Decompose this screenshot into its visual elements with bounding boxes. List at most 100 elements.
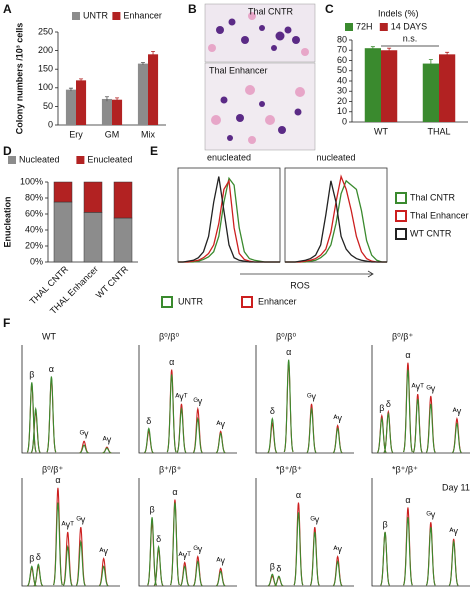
micrograph: B Thal CNTR Thal Enhancer — [188, 2, 316, 151]
bar — [101, 98, 112, 125]
plot-title: β⁰/β⁺ — [392, 331, 413, 341]
peak — [147, 517, 157, 586]
peak — [306, 406, 317, 453]
legend-label: UNTR — [83, 10, 108, 20]
peak — [425, 403, 436, 453]
plot-axes — [21, 478, 120, 587]
y-tick-label: 150 — [38, 64, 53, 74]
cells — [208, 12, 309, 144]
annotation: n.s. — [403, 33, 418, 43]
peak-label: ᴳγ — [426, 383, 435, 393]
peak-label: ᴳγ — [193, 544, 202, 554]
legend-swatch — [395, 228, 407, 240]
plot-title: β⁰/β⁰ — [159, 331, 179, 341]
peak — [26, 382, 37, 453]
peak — [425, 526, 436, 586]
y-tick-label: 50 — [43, 101, 53, 111]
y-tick-label: 40% — [25, 224, 43, 234]
peak-label: ᴳγ — [80, 429, 89, 439]
peak — [383, 411, 394, 453]
peak-label: α — [55, 475, 60, 485]
legend-swatch — [8, 156, 16, 164]
legend-label: Thal CNTR — [410, 192, 456, 202]
y-tick-label: 0 — [48, 119, 53, 129]
y-tick-label: 60% — [25, 208, 43, 218]
peak — [153, 544, 164, 586]
bar-segment — [113, 217, 133, 263]
y-tick-label: 50 — [337, 65, 347, 75]
x-tick-label: GM — [105, 129, 120, 139]
arrow — [240, 270, 374, 278]
plot-title: β⁺/β⁺ — [159, 464, 182, 474]
legend-swatch — [72, 12, 80, 20]
histogram-line — [178, 176, 280, 263]
plot-axes — [255, 345, 354, 454]
legend-swatch — [345, 23, 353, 31]
error-bar — [79, 78, 84, 82]
y-tick-label: 250 — [38, 26, 53, 36]
bar — [76, 80, 87, 125]
plot-axes — [138, 345, 237, 454]
legend-label: Enhancer — [123, 10, 162, 20]
plot-axes — [371, 478, 470, 587]
peak-label: ᴬγᵀ — [174, 391, 188, 401]
peak-label: ᴬγ — [452, 406, 462, 416]
y-axis-label: Colony numbers /10³ cells — [14, 23, 24, 135]
plot-title: *β⁺/β⁺ — [392, 464, 418, 474]
peak-label: β — [149, 505, 154, 515]
peak-label: β — [270, 562, 275, 572]
plot-title: β⁰/β⁺ — [42, 464, 63, 474]
legend-label: WT CNTR — [410, 228, 452, 238]
peak — [180, 565, 190, 587]
peak — [144, 427, 154, 454]
micrograph-label: Thal CNTR — [248, 6, 294, 16]
bar-segment — [53, 201, 73, 263]
plot-axes — [255, 478, 354, 587]
peak-label: ᴳγ — [193, 396, 202, 406]
peak — [102, 447, 112, 454]
y-tick-label: 20 — [337, 96, 347, 106]
panel-letter: E — [150, 144, 158, 158]
bar — [112, 99, 123, 125]
y-tick-label: 70 — [337, 45, 347, 55]
peak — [332, 427, 343, 454]
peak-label: ᴬγᵀ — [410, 381, 424, 391]
y-tick-label: 80 — [337, 34, 347, 44]
peak — [332, 560, 343, 587]
peak — [176, 406, 187, 453]
legend-label: 72H — [356, 21, 373, 31]
micrograph-image — [204, 62, 316, 151]
peak — [403, 517, 413, 586]
plot-title: WT — [42, 331, 56, 341]
panel-letter: A — [3, 2, 12, 16]
peak-label: ᴬγᵀ — [60, 519, 74, 529]
peak — [283, 359, 294, 453]
peak-label: ᴳγ — [310, 514, 319, 524]
legend-swatch — [379, 23, 388, 31]
legend-swatch — [395, 210, 407, 222]
bar — [364, 48, 381, 123]
cells — [216, 18, 302, 141]
peak — [79, 444, 89, 454]
panel-letter: C — [325, 2, 334, 16]
peak-label: ᴬγ — [215, 556, 225, 566]
peak — [75, 539, 86, 586]
error-bar — [428, 59, 433, 68]
y-tick-label: 20% — [25, 240, 43, 250]
peak — [170, 502, 180, 586]
histogram-line — [178, 178, 280, 263]
peak — [293, 512, 304, 586]
micrograph-image — [204, 3, 316, 63]
legend-swatch — [161, 296, 173, 308]
y-axis-label: Enucleation — [2, 196, 12, 247]
bar — [381, 50, 398, 122]
peak-label: β — [29, 554, 34, 564]
error-bar — [68, 87, 73, 92]
bar-segment — [113, 181, 133, 219]
plot-axes — [371, 345, 470, 454]
peak-label: α — [172, 487, 177, 497]
histogram-line — [285, 180, 387, 263]
peak — [448, 539, 459, 586]
peak — [267, 573, 277, 587]
micrograph-label: Thal Enhancer — [209, 65, 268, 75]
